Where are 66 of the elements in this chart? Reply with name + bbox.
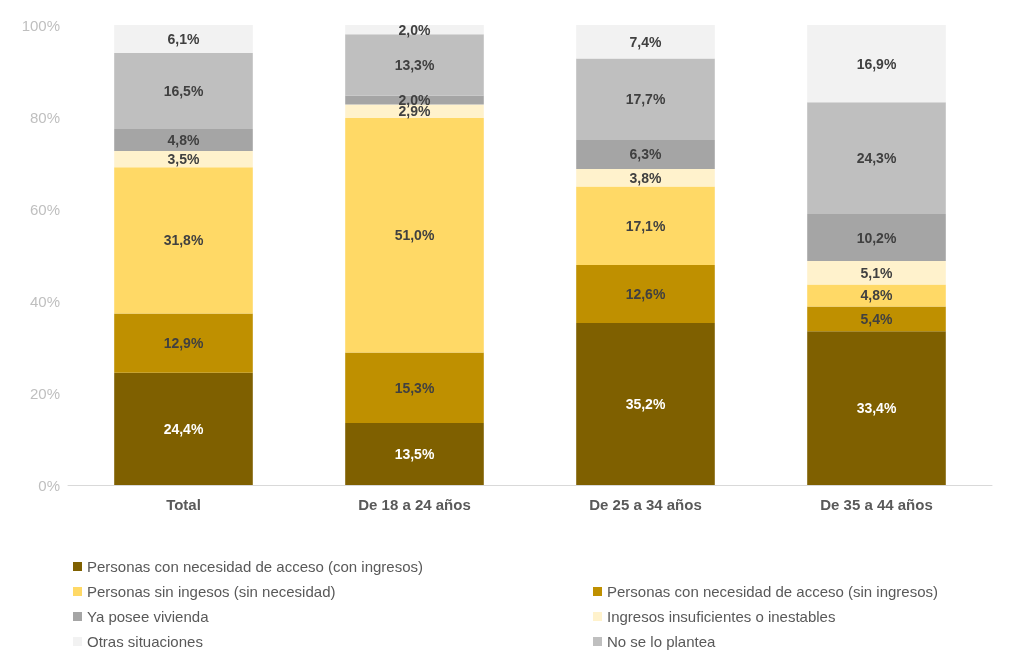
data-label: 31,8%: [163, 232, 204, 249]
data-label: 6,3%: [629, 146, 662, 163]
data-label: 33,4%: [856, 400, 897, 417]
bar: [576, 186, 715, 266]
data-label: 5,4%: [860, 310, 893, 327]
bar: [114, 128, 253, 152]
bar: [807, 284, 946, 307]
data-label: 13,3%: [394, 56, 435, 73]
bar: [576, 265, 715, 324]
bar: [576, 25, 715, 59]
data-label: 12,6%: [625, 286, 666, 303]
data-label: 51,0%: [394, 227, 435, 244]
bar: [807, 331, 946, 485]
bar: [114, 151, 253, 168]
data-label: 24,4%: [163, 420, 204, 437]
legend-label: No se lo plantea: [607, 633, 717, 650]
x-tick-label: De 35 a 44 años: [820, 496, 933, 513]
data-label: 6,1%: [167, 31, 200, 48]
bar: [114, 53, 253, 129]
x-tick-label: Total: [166, 496, 201, 513]
data-label: 5,1%: [860, 264, 893, 281]
y-tick-label: 40%: [29, 292, 60, 310]
bar: [576, 323, 715, 485]
data-label: 17,1%: [625, 217, 666, 234]
data-label: 24,3%: [856, 150, 897, 167]
data-label: 16,5%: [163, 83, 204, 100]
bar: [114, 372, 253, 485]
y-tick-label: 60%: [29, 200, 60, 218]
x-tick-label: De 18 a 24 años: [358, 496, 471, 513]
y-tick-label: 0%: [38, 476, 60, 494]
data-label: 13,5%: [394, 445, 435, 462]
x-tick-label: De 25 a 34 años: [589, 496, 702, 513]
bar: [807, 306, 946, 332]
data-label: 10,2%: [856, 229, 897, 246]
data-label: 17,7%: [625, 91, 666, 108]
bar: [807, 102, 946, 215]
y-tick-label: 80%: [29, 108, 60, 126]
legend-label: Personas sin ingesos (sin necesidad): [87, 583, 336, 600]
legend-label: Ya posee vivienda: [87, 608, 210, 625]
data-label: 12,9%: [163, 335, 204, 352]
bar: [114, 167, 253, 314]
bar: [576, 140, 715, 169]
bar: [807, 214, 946, 261]
data-label: 7,4%: [629, 33, 662, 50]
bar: [807, 25, 946, 103]
legend-label: Otras situaciones: [87, 633, 203, 650]
y-tick-label: 20%: [29, 384, 60, 402]
bar: [114, 313, 253, 373]
y-tick-label: 100%: [21, 16, 60, 34]
data-label: 4,8%: [167, 132, 200, 148]
data-label: 16,9%: [856, 55, 897, 72]
bar: [807, 260, 946, 285]
bar: [345, 352, 484, 423]
bar: [114, 25, 253, 54]
data-label: 15,3%: [394, 379, 435, 396]
legend-label: Ingresos insuficientes o inestables: [607, 608, 836, 625]
data-label: 4,8%: [860, 287, 893, 304]
legend-label: Personas con necesidad de acceso (sin ingresos): [607, 583, 939, 600]
bar: [345, 117, 484, 353]
legend-label: Personas con necesidad de acceso (con ingresos): [87, 558, 424, 575]
data-label: 2,0%: [398, 21, 431, 38]
bar: [576, 58, 715, 140]
bar: [345, 422, 484, 485]
data-label: 3,8%: [629, 169, 662, 186]
data-label: 35,2%: [625, 396, 666, 413]
data-label: 3,5%: [167, 151, 200, 168]
